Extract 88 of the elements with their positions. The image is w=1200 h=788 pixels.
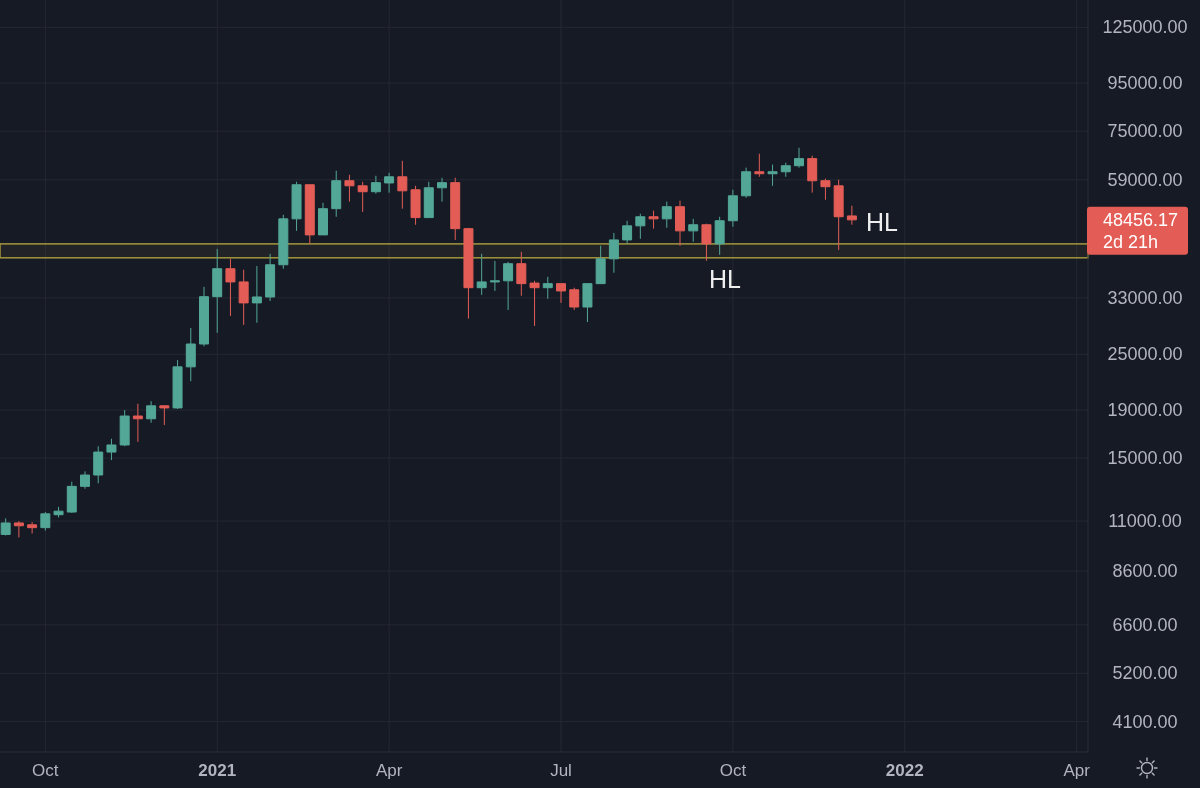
candlestick <box>93 445 104 484</box>
candlestick <box>370 175 381 195</box>
y-tick-label: 5200.00 <box>1112 663 1178 684</box>
candlestick <box>661 201 672 229</box>
x-tick-label: Apr <box>375 760 403 780</box>
x-tick-label: Apr <box>1063 760 1091 780</box>
x-tick-label: Oct <box>32 760 59 780</box>
y-tick-label: 33000.00 <box>1107 287 1183 308</box>
candlestick <box>846 205 857 226</box>
candlestick <box>278 214 289 270</box>
candlestick <box>225 258 236 317</box>
candlestick <box>397 160 408 210</box>
candlestick <box>199 286 209 347</box>
candlestick <box>265 253 276 302</box>
candlestick <box>0 517 11 536</box>
candlestick <box>476 253 487 296</box>
candlestick <box>344 174 355 203</box>
candlestick <box>820 178 831 201</box>
candlestick <box>582 283 593 323</box>
candlestick <box>556 283 566 304</box>
candlestick <box>40 511 51 532</box>
candlestick <box>410 185 421 226</box>
candlestick <box>238 269 249 326</box>
y-tick-label: 75000.00 <box>1107 121 1183 142</box>
candlestick <box>212 248 223 334</box>
candlestick <box>80 470 90 490</box>
x-tick-label: 2022 <box>885 760 924 780</box>
candlestick <box>357 181 368 213</box>
candlestick <box>384 172 395 194</box>
candlestick <box>251 265 262 324</box>
x-tick-label: Jul <box>550 760 572 780</box>
candlestick <box>794 147 804 169</box>
candlestick <box>53 506 64 518</box>
candlestick <box>595 245 606 285</box>
candlestick <box>741 167 752 199</box>
candlestick <box>701 223 712 262</box>
candlestick <box>304 184 315 245</box>
candlestick <box>767 164 778 187</box>
candlestick <box>648 210 659 230</box>
y-tick-label: 125000.00 <box>1102 17 1188 38</box>
candlestick <box>635 213 646 240</box>
candlestick <box>608 232 619 274</box>
candlestick <box>66 481 77 514</box>
candlestick <box>688 218 699 243</box>
candlestick <box>754 153 765 178</box>
candlestick <box>423 181 434 219</box>
candlestick <box>291 181 302 232</box>
candlestick <box>569 287 580 311</box>
y-tick-label: 25000.00 <box>1107 344 1183 365</box>
candlestick <box>489 260 500 292</box>
y-tick-label: 6600.00 <box>1112 614 1178 635</box>
candlestick <box>516 251 527 297</box>
y-tick-label: 95000.00 <box>1107 73 1183 94</box>
candlestick <box>450 177 461 241</box>
candlestick <box>27 521 38 534</box>
candlestick <box>132 403 143 443</box>
candlestick <box>463 227 474 320</box>
candlestick <box>622 220 633 245</box>
y-tick-label: 19000.00 <box>1107 400 1183 421</box>
annotation: HL <box>709 265 742 293</box>
candlestick <box>833 179 844 251</box>
y-tick-label: 11000.00 <box>1108 511 1182 532</box>
x-tick-label: Oct <box>719 760 747 780</box>
y-tick-label: 8600.00 <box>1112 561 1178 582</box>
candlestick <box>172 359 183 410</box>
candlestick <box>146 400 157 424</box>
candlestick <box>318 202 328 236</box>
candlestick <box>807 155 818 194</box>
y-tick-label: 4100.00 <box>1112 711 1178 732</box>
candlestick <box>159 404 170 426</box>
candlestick <box>780 162 791 178</box>
candlestick <box>331 170 342 218</box>
candlestick <box>727 189 738 228</box>
candlestick <box>106 438 117 461</box>
annotation: HL <box>866 208 899 236</box>
y-tick-label: 59000.00 <box>1107 169 1183 190</box>
candlestick <box>503 261 514 311</box>
candlestick <box>714 216 725 256</box>
candlestick <box>437 177 447 203</box>
y-tick-label: 15000.00 <box>1107 448 1183 469</box>
candlestick <box>529 280 540 327</box>
text: 48456.17 2d 21h <box>1103 209 1179 252</box>
candlestick <box>185 327 196 382</box>
candlestick <box>13 520 24 538</box>
candlestick <box>542 276 553 300</box>
candlestick <box>675 200 685 247</box>
candlestick <box>119 409 130 447</box>
x-tick-label: 2021 <box>198 760 237 780</box>
